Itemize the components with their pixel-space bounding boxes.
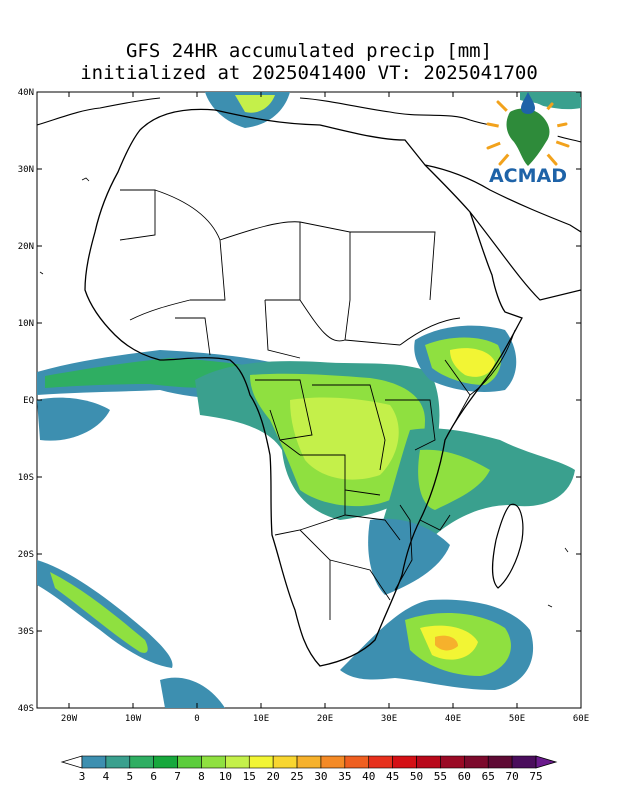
colorbar-label: 35	[338, 770, 351, 783]
island-markers	[39, 177, 569, 608]
colorbar-swatch	[464, 755, 489, 769]
country-borders	[119, 189, 516, 620]
lon-label: 30E	[381, 714, 397, 724]
colorbar-label: 20	[267, 770, 280, 783]
lon-label: 20W	[61, 714, 78, 724]
lat-label: 20S	[18, 550, 34, 560]
colorbar-swatch	[320, 755, 346, 769]
colorbar-label: 70	[505, 770, 518, 783]
logo-text: ACMAD	[489, 165, 567, 187]
madagascar-outline	[491, 503, 524, 589]
colorbar-swatch	[129, 755, 154, 769]
map-title-line-2: initialized at 2025041400 VT: 2025041700	[80, 62, 538, 84]
lon-label: 50E	[509, 714, 525, 724]
colorbar-swatch	[511, 755, 537, 769]
precip-shading	[37, 92, 581, 708]
acmad-logo: ACMAD	[486, 92, 570, 187]
lat-label: 10S	[18, 473, 34, 483]
colorbar-swatch	[248, 755, 274, 769]
lat-label: 40S	[18, 704, 34, 714]
lat-label: 30N	[18, 165, 34, 175]
colorbar-swatch	[177, 755, 202, 769]
lat-label: 10N	[18, 319, 34, 329]
colorbar-swatch	[105, 755, 131, 769]
precip-east-africa-inner	[418, 449, 490, 510]
map-title-line-1: GFS 24HR accumulated precip [mm]	[125, 40, 493, 62]
colorbar-swatch	[392, 755, 417, 769]
colorbar: 3 4 5 6 7 8 10 15 20 25 30 35 40 45 50 55 60 65 70 75	[60, 755, 558, 783]
lat-label: 30S	[18, 627, 34, 637]
lon-label: 20E	[317, 714, 333, 724]
lat-label: 40N	[18, 88, 34, 98]
colorbar-label: 15	[243, 770, 256, 783]
colorbar-label: 3	[79, 770, 86, 783]
precip-sw-indian-peak	[435, 635, 458, 651]
precip-south-coast	[160, 677, 225, 708]
colorbar-label: 45	[386, 770, 399, 783]
colorbar-label: 60	[458, 770, 471, 783]
colorbar-swatch	[416, 755, 441, 769]
precip-west-atlantic-patch	[37, 397, 110, 441]
lon-label: 0	[194, 714, 199, 724]
logo-africa-icon	[506, 108, 550, 166]
colorbar-swatch	[153, 755, 178, 769]
lat-axis: 40N 30N 20N 10N EQ 10S 20S 30S 40S	[18, 88, 581, 714]
lat-label: 20N	[18, 242, 34, 252]
precip-moz-channel	[368, 518, 450, 595]
precip-north-patch-inner	[235, 95, 275, 113]
colorbar-swatch	[201, 755, 226, 769]
colorbar-label: 8	[198, 770, 205, 783]
precip-se-atlantic-inner	[50, 572, 148, 653]
lat-label: EQ	[23, 396, 34, 406]
logo-drop-icon	[521, 92, 535, 114]
colorbar-label: 55	[434, 770, 447, 783]
colorbar-label: 65	[482, 770, 495, 783]
africa-coastline	[84, 108, 523, 667]
lon-label: 10E	[253, 714, 269, 724]
colorbar-swatch	[296, 755, 322, 769]
colorbar-swatch	[81, 755, 107, 769]
colorbar-swatch	[225, 755, 250, 769]
colorbar-swatch	[344, 755, 370, 769]
precip-congo-core	[290, 397, 399, 480]
colorbar-label: 75	[529, 770, 542, 783]
precip-horn-core	[450, 348, 495, 377]
lon-axis: 20W 10W 0 10E 20E 30E 40E 50E 60E	[61, 92, 589, 724]
lon-label: 40E	[445, 714, 461, 724]
precip-middle-east-patch	[520, 92, 581, 110]
lon-label: 60E	[573, 714, 589, 724]
colorbar-swatch	[487, 755, 513, 769]
colorbar-label: 10	[219, 770, 232, 783]
colorbar-label: 6	[150, 770, 157, 783]
colorbar-swatch	[60, 755, 83, 769]
colorbar-swatch	[440, 755, 465, 769]
colorbar-label: 40	[362, 770, 375, 783]
colorbar-label: 25	[290, 770, 303, 783]
lon-label: 10W	[125, 714, 142, 724]
colorbar-label: 4	[103, 770, 110, 783]
colorbar-label: 5	[126, 770, 133, 783]
colorbar-label: 50	[410, 770, 423, 783]
colorbar-swatch	[535, 755, 558, 769]
colorbar-swatch	[368, 755, 393, 769]
colorbar-label: 30	[314, 770, 327, 783]
colorbar-swatch	[272, 755, 298, 769]
arabia-coastline	[424, 164, 581, 301]
colorbar-label: 7	[174, 770, 181, 783]
